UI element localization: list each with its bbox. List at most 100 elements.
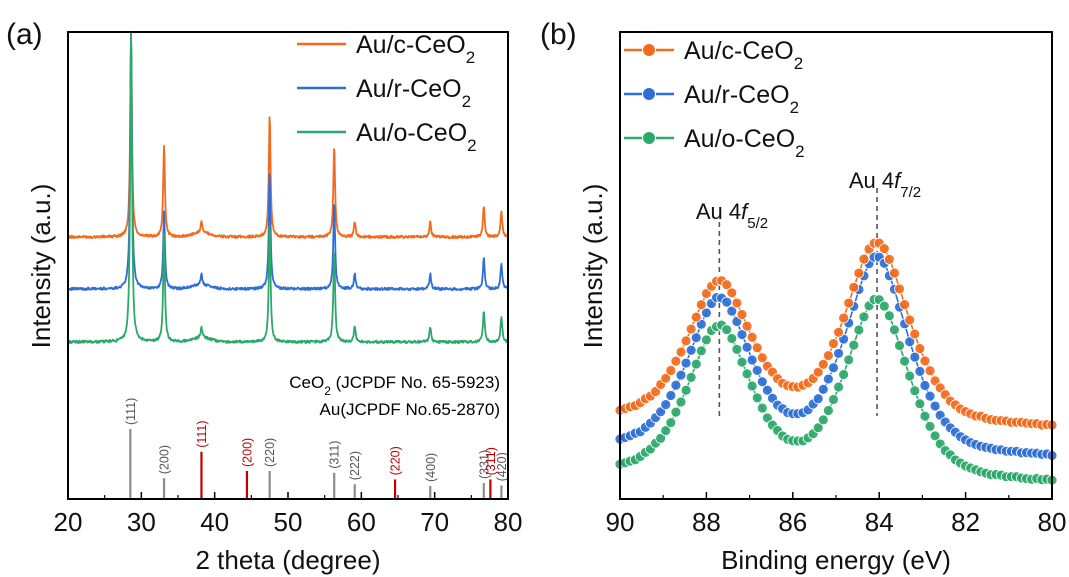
xps-x-tick-label: 88 [692,507,721,537]
peak-labels: Au 4f5/2Au 4f7/2 [696,168,921,232]
xps-data-point [756,352,768,364]
xps-data-point [894,340,905,351]
xps-data-point [741,320,753,332]
xps-data-point [817,358,829,370]
xps-x-ticks: 90 88 86 84 82 80 [606,492,1066,537]
xps-data-point [929,400,941,412]
reference-lines: (111) (200) (111) (200) (220) (311) (222) (220)… [124,398,509,499]
xps-data-point [929,430,941,442]
panel-a-label: (a) [6,18,43,51]
reference-hkl-label: (220) [389,446,403,475]
xrd-series-line [67,32,509,345]
xps-data-point [924,365,936,377]
xps-data-point [914,365,926,377]
xps-data-point [746,380,758,392]
xps-data-point [721,296,733,308]
xps-legend-name: Au/c-CeO [684,37,794,65]
xps-data-point [675,346,687,358]
xps-data-point [812,366,824,378]
xps-data-point [828,394,839,405]
xps-legend-subscript: 2 [790,98,799,117]
peak-label-subscript: 7/2 [900,184,921,201]
xps-legend-swatch-marker [642,87,656,101]
xps-data-point [838,312,850,324]
xps-data-point [909,328,921,340]
reference-hkl-label: (220) [263,438,277,467]
xps-data-point [909,385,921,397]
peak-label-orbital: f [741,199,750,224]
xps-data-point [665,417,677,429]
xps-data-point [853,267,865,279]
reference-hkl-label: (200) [240,438,254,467]
xps-legend-name: Au/o-CeO [684,125,795,153]
xps-data-point [670,355,682,367]
xps-data-point [670,406,682,418]
reference-hkl-label: (200) [158,445,172,474]
xps-data-point [756,376,768,388]
xps-data-point [690,311,702,323]
xps-legend-swatch-marker [642,131,656,145]
xrd-x-tick-label: 40 [200,507,229,537]
xrd-series-line [67,32,509,240]
xps-data-point [919,380,931,391]
xps-data-point [899,299,911,310]
peak-label-orbital: f [894,168,903,193]
xps-data-point [695,299,707,311]
xps-data-point [680,357,692,369]
xrd-series-group [67,32,509,345]
xps-data-point [889,324,900,336]
peak-label: Au 4f7/2 [849,168,921,201]
xps-panel: (b) 90 88 86 84 82 80 Binding energy (eV) Int… [540,18,1066,575]
xrd-legend-name: Au/r-CeO [356,75,462,103]
xps-data-point [670,379,682,391]
xps-data-point [736,309,748,320]
xps-data-point [828,338,839,349]
xps-data-point [731,297,743,309]
xps-data-point [919,410,931,422]
reference-hkl-label: (331) [477,450,491,479]
xps-data-point [822,350,834,361]
reference-hkl-label: (222) [348,451,362,480]
xrd-legend-label: Au/r-CeO2 [356,75,471,111]
xps-data-point [817,414,829,426]
xps-legend-subscript: 2 [794,54,803,73]
xps-series-group [614,237,1058,486]
xrd-x-tick-label: 70 [420,507,449,537]
xps-data-point [833,348,844,359]
xrd-legend-subscript: 2 [466,48,475,67]
xps-data-point [817,383,829,395]
xps-data-point [690,332,702,344]
xps-data-point [660,372,672,384]
xps-data-point [680,335,692,347]
xps-legend-label: Au/o-CeO2 [684,125,805,161]
xps-y-axis-label: Intensity (a.u.) [578,184,608,349]
xps-data-point [924,390,936,402]
xps-data-point [828,362,839,374]
xps-data-point [914,343,926,354]
xps-data-point [761,384,773,396]
xps-data-point [833,381,844,393]
xps-legend-subscript: 2 [795,142,804,161]
xps-data-point [660,399,672,411]
peak-label-prefix: Au 4 [849,168,894,193]
xps-data-point [878,300,890,312]
xps-data-point [721,324,733,336]
xrd-x-tick-label: 50 [274,507,303,537]
reference-hkl-label: (311) [328,441,342,469]
xrd-x-tick-label: 60 [347,507,376,537]
xps-data-point [695,345,707,357]
xps-data-point [726,287,738,299]
xps-data-point [726,305,738,317]
xps-data-point [909,351,921,363]
xrd-legend-name: Au/o-CeO [356,119,467,147]
panel-b-label: (b) [540,18,577,51]
peak-label-subscript: 5/2 [747,215,768,232]
xrd-x-tick-label: 30 [127,507,156,537]
ceo2-ref-subscript: 2 [324,384,331,398]
xps-data-point [894,283,905,295]
xps-data-point [848,339,860,351]
ceo2-ref-name: CeO [289,373,324,392]
xps-data-point [675,369,687,381]
